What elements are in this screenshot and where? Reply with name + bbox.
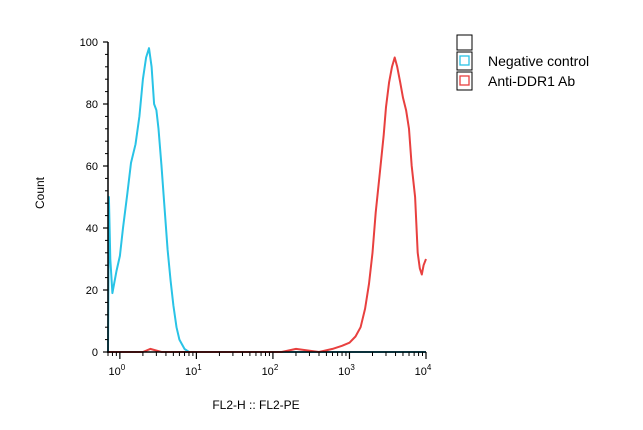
legend-label: Anti-DDR1 Ab (488, 73, 575, 89)
y-tick-label: 60 (86, 161, 98, 173)
legend-header-box (456, 34, 473, 51)
x-tick-label: 102 (262, 363, 279, 378)
legend-swatch (459, 55, 470, 66)
x-axis-title: FL2-H :: FL2-PE (212, 398, 299, 412)
x-tick-label: 101 (185, 363, 202, 378)
y-tick-label: 80 (86, 99, 98, 111)
y-axis-title: Count (33, 176, 47, 209)
legend-swatch (459, 75, 470, 86)
legend-label: Negative control (488, 53, 589, 69)
y-tick-label: 100 (80, 37, 98, 49)
x-tick-label: 103 (338, 363, 355, 378)
x-tick-label: 104 (415, 363, 432, 378)
y-tick-label: 0 (92, 347, 98, 359)
series-line-2 (108, 56, 427, 353)
y-tick-label: 40 (86, 223, 98, 235)
x-tick-label: 100 (109, 363, 126, 378)
y-tick-label: 20 (86, 285, 98, 297)
series-line-1 (107, 47, 426, 353)
